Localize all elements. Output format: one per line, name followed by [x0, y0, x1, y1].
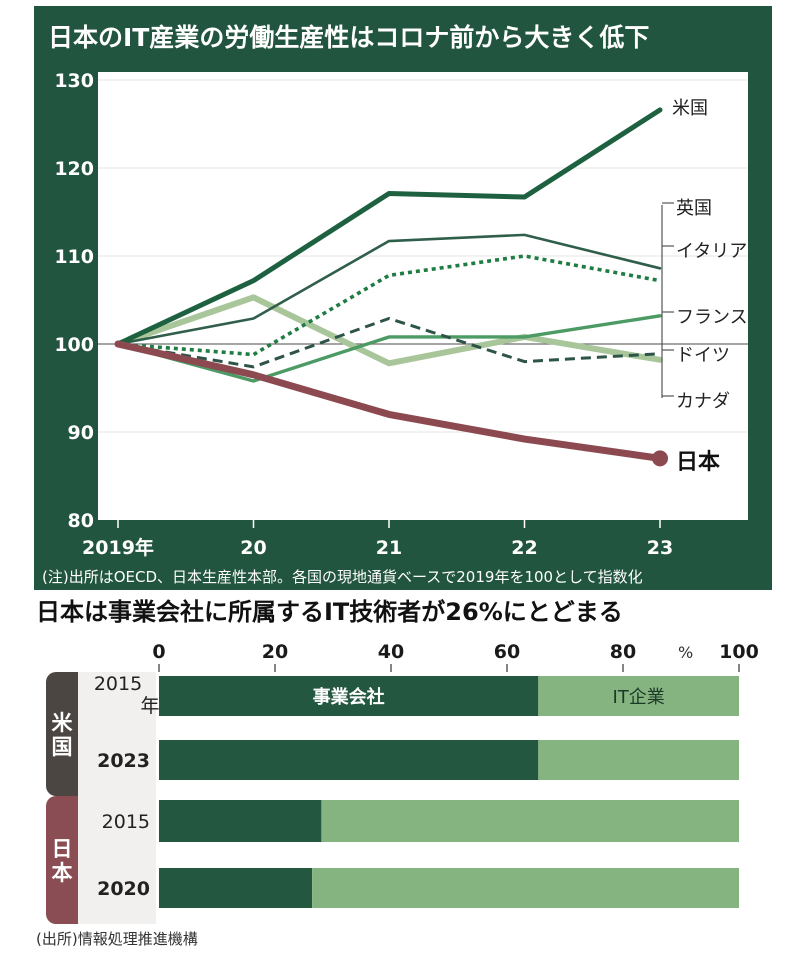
bar-rows: 2015 年 事業会社 IT企業 2023 2015 2020 [94, 673, 739, 908]
row-label: 2015 年 [94, 673, 160, 717]
segment-label: 事業会社 [313, 686, 385, 708]
series-line-5 [115, 294, 663, 367]
row-label: 2020 [97, 878, 150, 900]
row-label: 2015 [102, 811, 150, 833]
series-label: ドイツ [676, 345, 730, 366]
x-axis: 0 20 40 60 80 100 [152, 641, 759, 672]
series-line-3 [116, 314, 662, 383]
x-axis: 2019年 20 21 22 23 [82, 520, 673, 559]
y-tick-label: 110 [54, 246, 94, 268]
series-line-1 [116, 233, 662, 346]
line-chart-panel: 日本のIT産業の労働生産性はコロナ前から大きく低下 80 90 100 110 120 1… [34, 6, 772, 590]
series-label: 日本 [676, 450, 720, 475]
x-tick-label: 23 [647, 537, 673, 559]
series-label: 英国 [676, 198, 712, 219]
group-label: 日本 [52, 837, 73, 885]
segment-label: IT企業 [613, 687, 665, 708]
japan-end-marker [652, 450, 668, 467]
series-lines [114, 107, 668, 467]
y-tick-label: 100 [54, 334, 94, 356]
row-label: 2023 [97, 750, 150, 772]
bar-segment-1 [312, 868, 739, 908]
y-axis: 80 90 100 110 120 130 [54, 70, 748, 532]
y-tick-label: 130 [54, 70, 94, 92]
y-tick-label: 120 [54, 158, 94, 180]
x-tick-label: 100 [719, 641, 759, 663]
series-label: フランス [676, 307, 748, 328]
plot-area [98, 72, 748, 520]
x-tick-label: 80 [610, 641, 636, 663]
bar-segment-1 [538, 740, 739, 780]
series-line-0 [115, 107, 663, 347]
group-label: 米国 [52, 711, 74, 759]
series-line-2 [117, 254, 661, 357]
x-tick-label: 22 [511, 537, 537, 559]
x-tick-label: 40 [378, 641, 404, 663]
x-tick-label: 20 [240, 537, 266, 559]
series-line-4 [117, 316, 661, 369]
line-chart-title: 日本のIT産業の労働生産性はコロナ前から大きく低下 [48, 23, 649, 52]
row-label-panel [78, 796, 156, 924]
x-tick-label: 2019年 [82, 536, 154, 559]
x-tick-label: 21 [376, 537, 402, 559]
bar-segment-1 [538, 676, 739, 716]
bar-segment-0 [159, 800, 322, 842]
x-axis-unit: % [678, 643, 693, 662]
x-tick-label: 0 [152, 641, 165, 663]
row-label-panel [78, 672, 156, 796]
y-tick-label: 90 [68, 422, 94, 444]
bar-segment-1 [321, 800, 739, 842]
x-tick-label: 60 [494, 641, 520, 663]
series-label: カナダ [676, 391, 730, 412]
series-line-6 [114, 340, 664, 462]
x-tick-label: 20 [262, 641, 288, 663]
series-label: イタリア [676, 241, 747, 262]
bar-chart-panel: 日本は事業会社に所属するIT技術者が26%にとどまる 0 20 40 60 80 100 … [36, 598, 759, 948]
series-label: 米国 [672, 98, 708, 119]
y-tick-label: 80 [68, 510, 94, 532]
bar-chart-source: (出所)情報処理推進機構 [36, 930, 198, 948]
bar-segment-0 [159, 740, 539, 780]
bar-segment-0 [159, 868, 313, 908]
bar-segment-0 [159, 676, 539, 716]
bar-chart-title: 日本は事業会社に所属するIT技術者が26%にとどまる [36, 598, 623, 626]
line-chart-note: (注)出所はOECD、日本生産性本部。各国の現地通貨ベースで2019年を100と… [42, 568, 643, 586]
